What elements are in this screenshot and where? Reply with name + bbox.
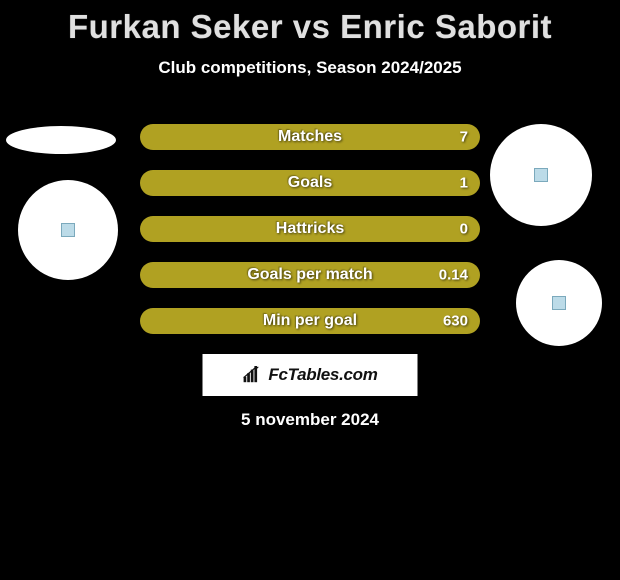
placeholder-icon	[534, 168, 548, 182]
generated-date: 5 november 2024	[0, 410, 620, 430]
stat-value: 7	[460, 129, 468, 146]
placeholder-icon	[552, 296, 566, 310]
stat-value: 0.14	[439, 267, 468, 284]
content-area: Matches 7 Goals 1 Hattricks 0 Goals per …	[0, 116, 620, 356]
stat-bar: Matches 7	[140, 124, 480, 150]
stat-label: Goals per match	[247, 266, 372, 284]
brand-text: FcTables.com	[268, 365, 377, 385]
stat-label: Goals	[288, 174, 332, 192]
player1-photo	[18, 180, 118, 280]
club-logo-left-small	[6, 126, 116, 154]
club-logo-right	[516, 260, 602, 346]
stat-label: Hattricks	[276, 220, 344, 238]
comparison-title: Furkan Seker vs Enric Saborit	[0, 0, 620, 46]
stat-value: 630	[443, 313, 468, 330]
stat-value: 0	[460, 221, 468, 238]
bars-icon	[242, 366, 264, 384]
player2-name: Enric Saborit	[340, 8, 552, 45]
stat-bars: Matches 7 Goals 1 Hattricks 0 Goals per …	[140, 124, 480, 354]
stat-bar: Hattricks 0	[140, 216, 480, 242]
subtitle: Club competitions, Season 2024/2025	[0, 58, 620, 78]
stat-label: Min per goal	[263, 312, 357, 330]
stat-value: 1	[460, 175, 468, 192]
stat-bar: Goals per match 0.14	[140, 262, 480, 288]
player2-photo	[490, 124, 592, 226]
stat-bar: Goals 1	[140, 170, 480, 196]
vs-separator: vs	[293, 8, 331, 45]
placeholder-icon	[61, 223, 75, 237]
player1-name: Furkan Seker	[68, 8, 283, 45]
brand-watermark: FcTables.com	[203, 354, 418, 396]
stat-bar: Min per goal 630	[140, 308, 480, 334]
stat-label: Matches	[278, 128, 342, 146]
